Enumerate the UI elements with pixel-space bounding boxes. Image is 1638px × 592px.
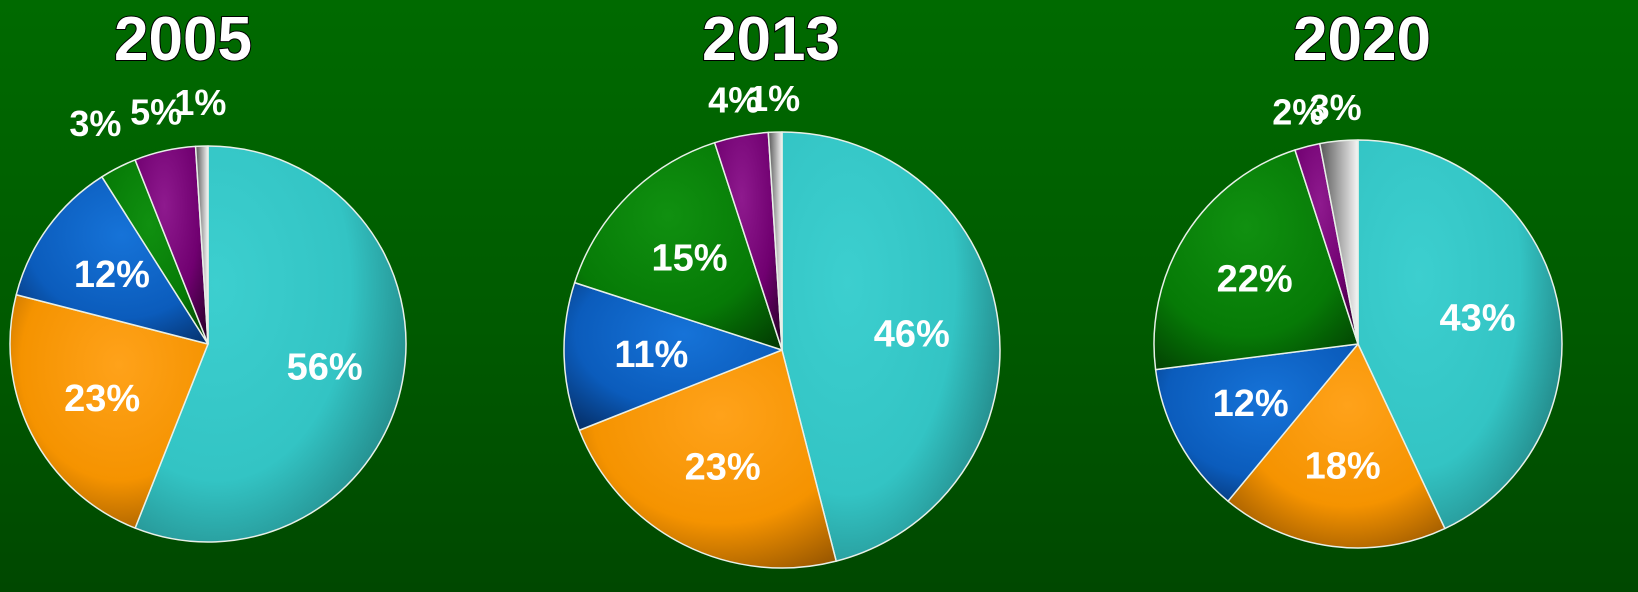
slice-label: 46% (874, 314, 950, 356)
pie-slice (1154, 343, 1359, 502)
pie-slice (194, 145, 209, 345)
slice-label: 15% (651, 238, 727, 280)
pie-chart-2020: 43% 18% 12% 22% 2%3% (1153, 87, 1563, 549)
slice-label: 12% (74, 254, 150, 296)
pie-slice (578, 349, 837, 569)
slice-label: 2% (1272, 92, 1324, 133)
pie-slice (563, 281, 783, 431)
slice-label: 18% (1305, 445, 1381, 487)
slice-label: 56% (287, 346, 363, 388)
slice-label: 3% (69, 103, 121, 144)
slice-label: 22% (1217, 258, 1293, 300)
pie-slice (573, 141, 783, 351)
slice-label: 11% (614, 334, 688, 376)
pie-slice (767, 131, 783, 351)
slice-label: 12% (1213, 383, 1289, 425)
slice-label: 4% (708, 80, 760, 121)
pie-slice (1357, 139, 1563, 530)
pie-slice (1153, 149, 1359, 371)
pie-chart-2013: 46% 23% 11% 15% 4%1% (563, 78, 1001, 569)
pie-slice (781, 131, 1001, 562)
pie-slice (1319, 139, 1359, 345)
slice-label: 43% (1439, 297, 1515, 339)
chart-title-2005: 2005 (114, 5, 252, 74)
slice-label: 23% (64, 378, 140, 420)
slice-label: 1% (748, 78, 800, 119)
slice-label: 3% (1310, 87, 1362, 128)
chart-title-2020: 2020 (1293, 5, 1431, 74)
slice-label: 1% (174, 82, 226, 123)
pie-slice (1227, 343, 1446, 549)
pie-chart-2005: 56% 23% 12% 3% 5%1% (9, 82, 407, 543)
pie-slice (134, 145, 407, 543)
slice-label: 5% (130, 92, 182, 133)
pie-slice (9, 294, 209, 529)
pie-slice (15, 176, 209, 345)
chart-title-2013: 2013 (702, 5, 840, 74)
slice-label: 23% (685, 447, 761, 489)
